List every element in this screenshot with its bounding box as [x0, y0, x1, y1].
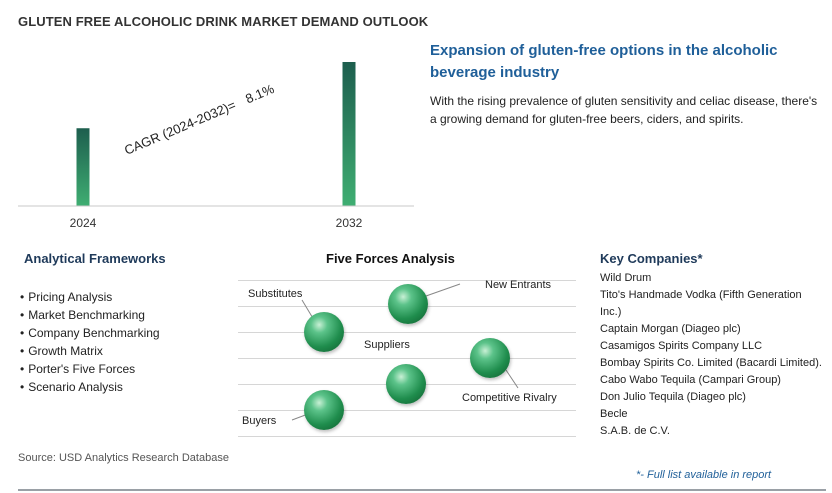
force-sphere-icon — [304, 390, 344, 430]
force-buyers: Buyers — [242, 415, 277, 427]
force-new-entrants: New Entrants — [485, 279, 552, 291]
force-substitutes: Substitutes — [248, 288, 303, 300]
companies-heading: Key Companies* — [600, 251, 703, 266]
list-item: Becle — [600, 408, 628, 420]
companies-list: Wild Drum Tito's Handmade Vodka (Fifth G… — [600, 270, 825, 440]
list-item: Growth Matrix — [20, 342, 160, 360]
divider — [238, 358, 576, 359]
list-item: Wild Drum — [600, 272, 652, 284]
page-title: GLUTEN FREE ALCOHOLIC DRINK MARKET DEMAN… — [18, 14, 429, 29]
five-forces-heading: Five Forces Analysis — [326, 251, 455, 266]
bar-2024 — [76, 128, 90, 206]
force-competitive-rivalry: Competitive Rivalry — [462, 392, 557, 404]
list-item: Captain Morgan (Diageo plc) — [600, 323, 741, 335]
source-note: Source: USD Analytics Research Database — [18, 452, 229, 464]
bottom-divider — [18, 489, 826, 491]
force-suppliers: Suppliers — [364, 339, 410, 351]
list-item: Porter's Five Forces — [20, 360, 160, 378]
chart-canvas — [18, 62, 414, 207]
list-item: Company Benchmarking — [20, 324, 159, 342]
list-item: Market Benchmarking — [20, 306, 160, 324]
frameworks-heading: Analytical Frameworks — [24, 251, 166, 266]
force-sphere-icon — [386, 364, 426, 404]
divider — [238, 410, 576, 411]
x-tick-2024: 2024 — [69, 216, 97, 230]
divider — [238, 280, 576, 281]
divider — [238, 436, 576, 437]
five-forces-diagram: Substitutes New Entrants Suppliers Compe… — [238, 270, 578, 440]
list-item: Don Julio Tequila (Diageo plc) — [600, 391, 746, 403]
force-sphere-icon — [388, 284, 428, 324]
list-item: S.A.B. de C.V. — [600, 425, 670, 437]
divider — [238, 332, 576, 333]
headline: Expansion of gluten-free options in the … — [430, 42, 778, 81]
description: With the rising prevalence of gluten sen… — [430, 94, 818, 126]
bar-2032 — [342, 62, 356, 206]
companies-footnote: *- Full list available in report — [636, 469, 772, 481]
bar-chart: 2024 2032 CAGR (2024-2032)=8.1% — [18, 36, 418, 236]
list-item: Cabo Wabo Tequila (Campari Group) — [600, 374, 781, 386]
list-item: Casamigos Spirits Company LLC — [600, 340, 763, 352]
frameworks-list: Pricing Analysis Market Benchmarking Com… — [20, 288, 160, 396]
list-item: Bombay Spirits Co. Limited (Bacardi Limi… — [600, 357, 822, 369]
force-sphere-icon — [470, 338, 510, 378]
x-tick-2032: 2032 — [335, 216, 363, 230]
force-sphere-icon — [304, 312, 344, 352]
list-item: Scenario Analysis — [20, 378, 160, 396]
list-item: Tito's Handmade Vodka (Fifth Generation … — [600, 289, 802, 318]
list-item: Pricing Analysis — [20, 288, 160, 306]
